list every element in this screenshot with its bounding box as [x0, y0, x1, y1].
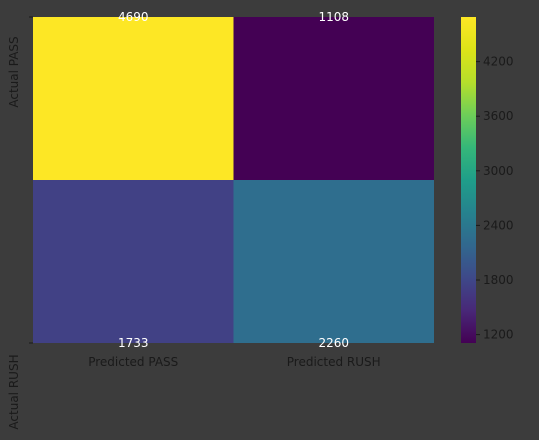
x-tick-label-predicted-rush: Predicted RUSH — [287, 355, 381, 369]
colorbar-tick-label: 3000 — [483, 164, 514, 178]
colorbar-gradient — [461, 17, 476, 343]
cell-actual-rush-predicted-rush — [233, 180, 434, 343]
cell-actual-pass-predicted-rush — [233, 17, 434, 180]
y-axis: Actual PASS Actual RUSH — [7, 16, 33, 430]
x-axis: Predicted PASS Predicted RUSH — [88, 355, 380, 369]
colorbar-tick-label: 3600 — [483, 109, 514, 123]
y-tick-label-actual-pass: Actual PASS — [7, 36, 21, 107]
colorbar-ticks: 1200 1800 2400 3000 3600 4200 — [476, 55, 514, 342]
cell-value-labels: 4690 1108 1733 2260 — [118, 10, 349, 350]
cell-label-actual-pass-predicted-pass: 4690 — [118, 10, 149, 24]
colorbar-tick-label: 4200 — [483, 55, 514, 69]
heatmap-cells — [33, 17, 434, 343]
cell-label-actual-rush-predicted-rush: 2260 — [318, 336, 349, 350]
y-tick-label-actual-rush: Actual RUSH — [7, 354, 21, 429]
cell-label-actual-rush-predicted-pass: 1733 — [118, 336, 149, 350]
x-tick-label-predicted-pass: Predicted PASS — [88, 355, 178, 369]
colorbar: 1200 1800 2400 3000 3600 4200 — [461, 17, 514, 343]
colorbar-tick-label: 1200 — [483, 328, 514, 342]
colorbar-tick-label: 2400 — [483, 218, 514, 232]
cell-actual-pass-predicted-pass — [33, 17, 234, 180]
cell-actual-rush-predicted-pass — [33, 180, 234, 343]
colorbar-tick-label: 1800 — [483, 273, 514, 287]
cell-label-actual-pass-predicted-rush: 1108 — [318, 10, 349, 24]
